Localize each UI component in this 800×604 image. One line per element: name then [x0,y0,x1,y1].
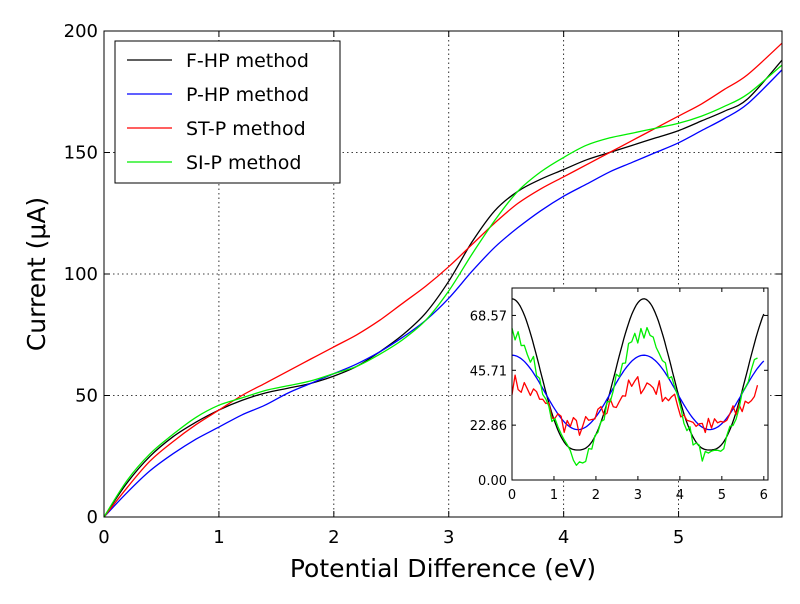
x-tick-label: 1 [213,527,224,548]
x-tick-label: 2 [328,527,339,548]
legend-entry-st-p-method: ST-P method [127,118,306,140]
inset-x-tick-label: 3 [634,488,642,503]
inset-y-tick-label: 45.71 [470,364,507,379]
inset-plot-frame [511,287,769,481]
series-line-si-p-method [103,64,783,518]
y-tick-label: 150 [64,143,98,164]
legend: F-HP method P-HP method ST-P method SI-P me… [114,40,341,184]
legend-entry-f-hp-method: F-HP method [127,50,309,72]
series-line-p-hp-method [103,69,783,518]
y-tick-label: 100 [64,264,98,285]
y-tick-label: 200 [64,21,98,42]
inset-y-tick-label: 0.00 [478,474,507,489]
legend-label: P-HP method [186,84,309,106]
inset-x-tick-label: 4 [676,488,684,503]
inset-background [512,288,768,480]
inset-x-tick-label: 6 [760,488,768,503]
y-tick-label: 0 [87,507,98,528]
y-axis-label: Current (μA) [22,197,51,351]
legend-box [114,40,341,184]
legend-label: F-HP method [186,50,309,72]
inset-x-tick-label: 0 [508,488,516,503]
inset-chart: 0 1 2 3 4 5 6 0.00 22.86 45.71 68.57 [470,287,769,503]
inset-series-line-p-hp-method [511,354,765,431]
x-tick-label: 3 [443,527,454,548]
legend-label: ST-P method [186,118,306,140]
inset-axis-ticks: 0 1 2 3 4 5 6 0.00 22.86 45.71 68.57 [470,288,768,503]
inset-x-tick-label: 5 [718,488,726,503]
inset-series-lines [511,298,765,466]
inset-x-tick-label: 1 [550,488,558,503]
legend-entry-p-hp-method: P-HP method [127,84,309,106]
x-tick-label: 5 [673,527,684,548]
inset-y-tick-label: 22.86 [470,419,507,434]
x-tick-label: 0 [98,527,109,548]
inset-y-tick-label: 68.57 [470,309,507,324]
inset-x-tick-label: 2 [592,488,600,503]
x-tick-label: 4 [558,527,569,548]
legend-label: SI-P method [186,152,301,174]
x-axis-label: Potential Difference (eV) [290,554,596,583]
legend-entry-si-p-method: SI-P method [127,152,301,174]
inset-series-line-st-p-method [511,374,759,436]
main-series-lines [103,42,783,518]
inset-series-line-si-p-method [511,326,758,466]
y-tick-label: 50 [75,386,98,407]
